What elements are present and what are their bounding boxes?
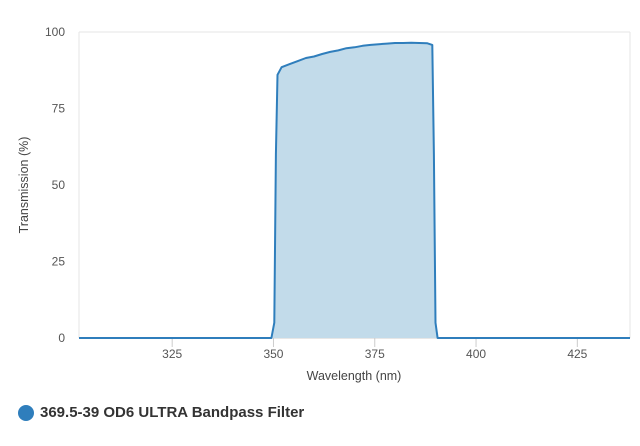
legend-marker: [18, 404, 34, 421]
x-tick-label: 400: [466, 347, 486, 361]
x-tick-label: 375: [365, 347, 385, 361]
x-tick-label: 325: [162, 347, 182, 361]
x-tick-label: 350: [263, 347, 283, 361]
series-area: [79, 42, 630, 338]
y-tick-label: 100: [45, 25, 65, 39]
y-tick-label: 75: [52, 102, 66, 116]
y-tick-label: 25: [52, 255, 66, 269]
y-tick-label: 0: [58, 331, 65, 345]
series-line[interactable]: [79, 41, 630, 339]
y-axis-title: Transmission (%): [17, 137, 31, 234]
x-axis-title: Wavelength (nm): [307, 369, 402, 383]
y-tick-label: 50: [52, 178, 66, 192]
x-tick-label: 425: [567, 347, 587, 361]
legend-item[interactable]: 369.5-39 OD6 ULTRA Bandpass Filter: [18, 404, 304, 421]
legend-label: 369.5-39 OD6 ULTRA Bandpass Filter: [40, 404, 305, 421]
